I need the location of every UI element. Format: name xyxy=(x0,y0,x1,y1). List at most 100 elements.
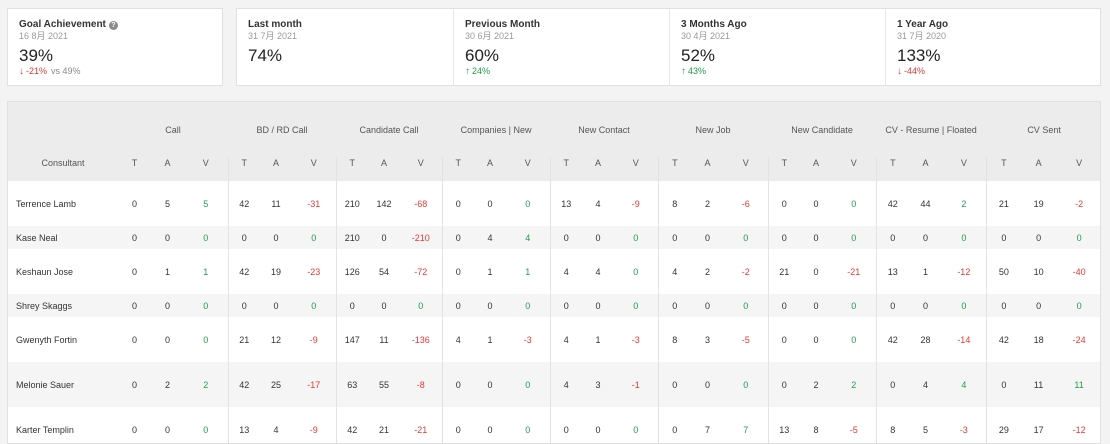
sub-header-a: A xyxy=(582,157,615,181)
variance-cell: -1 xyxy=(614,362,659,407)
group-header-call[interactable]: Call xyxy=(118,102,228,157)
variance-cell: 0 xyxy=(614,294,659,317)
target-cell: 210 xyxy=(335,226,369,249)
sub-header-a: A xyxy=(1021,157,1057,181)
group-header-new-candidate[interactable]: New Candidate xyxy=(768,102,877,157)
variance-cell: 0 xyxy=(614,226,659,249)
target-cell: 8 xyxy=(657,317,692,362)
period-delta-value: -44% xyxy=(904,66,926,76)
target-cell: 0 xyxy=(767,317,801,362)
target-cell: 0 xyxy=(118,181,151,226)
table-body: Terrence Lamb 0 5 5 42 11 -31 210 142 -68 0 0 0 13 4 -9… xyxy=(8,181,1100,443)
variance-cell: -5 xyxy=(832,407,877,443)
variance-cell: 0 xyxy=(184,294,228,317)
variance-cell: -23 xyxy=(292,249,337,294)
actual-cell: 2 xyxy=(151,362,184,407)
consultant-name: Terrence Lamb xyxy=(8,181,118,226)
actual-cell: 0 xyxy=(368,294,401,317)
consultant-name: Kase Neal xyxy=(8,226,118,249)
sub-header-t: T xyxy=(335,157,369,181)
variance-cell: 0 xyxy=(832,294,877,317)
period-delta: ↑ 43% xyxy=(681,66,885,77)
table-row[interactable]: Karter Templin 0 0 0 13 4 -9 42 21 -21 0 0 0 0 0 0 0 7 7 13… xyxy=(8,407,1100,443)
group-header-candidate-call[interactable]: Candidate Call xyxy=(336,102,443,157)
actual-cell: 4 xyxy=(260,407,292,443)
actual-cell: 0 xyxy=(909,294,943,317)
variance-cell: -3 xyxy=(942,407,987,443)
period-value: 52% xyxy=(681,46,716,65)
target-cell: 42 xyxy=(335,407,369,443)
target-cell: 8 xyxy=(875,407,910,443)
variance-cell: 4 xyxy=(942,362,987,407)
group-header-companies-new[interactable]: Companies | New xyxy=(442,102,551,157)
group-header-cv-resume-floated[interactable]: CV - Resume | Floated xyxy=(876,102,987,157)
target-cell: 0 xyxy=(767,294,801,317)
table-row[interactable]: Shrey Skaggs 0 0 0 0 0 0 0 0 0 0 0 0 0 0 0 0 0 0 0 0 0 0 0 0 0 0 0 xyxy=(8,294,1100,317)
period-title: 3 Months Ago xyxy=(681,19,747,30)
sub-header-a: A xyxy=(260,157,292,181)
variance-cell: -8 xyxy=(400,362,443,407)
sub-header-t: T xyxy=(767,157,801,181)
consultant-table-container[interactable]: Call BD / RD Call Candidate Call Companies … xyxy=(7,101,1101,444)
actual-cell: 10 xyxy=(1021,249,1057,294)
sub-header-a: A xyxy=(909,157,943,181)
target-cell: 0 xyxy=(118,407,151,443)
target-cell: 21 xyxy=(985,181,1022,226)
actual-cell: 142 xyxy=(368,181,401,226)
table-row[interactable]: Gwenyth Fortin 0 0 0 21 12 -9 147 11 -136 4 1 -3 4 1 -3… xyxy=(8,317,1100,362)
table-row[interactable]: Melonie Sauer 0 2 2 42 25 -17 63 55 -8 0 0 0 4 3 -1 0 0 0 0… xyxy=(8,362,1100,407)
period-title: 1 Year Ago xyxy=(897,19,949,30)
actual-cell: 0 xyxy=(800,249,833,294)
actual-cell: 0 xyxy=(909,226,943,249)
variance-cell: 2 xyxy=(942,181,987,226)
period-value: 74% xyxy=(248,46,283,65)
target-cell: 42 xyxy=(227,181,260,226)
target-cell: 0 xyxy=(985,226,1022,249)
consultant-name: Karter Templin xyxy=(8,407,118,443)
actual-cell: 3 xyxy=(691,317,725,362)
table-row[interactable]: Kase Neal 0 0 0 0 0 0 210 0 -210 0 4 4 0 0 0 0 0 0 0 0 0 0 0 0 0 0… xyxy=(8,226,1100,249)
actual-cell: 12 xyxy=(260,317,292,362)
goal-vs-text: vs 49% xyxy=(51,66,81,76)
variance-cell: 0 xyxy=(1056,294,1100,317)
sub-header-a: A xyxy=(474,157,507,181)
target-cell: 4 xyxy=(549,249,583,294)
target-cell: 42 xyxy=(875,181,910,226)
target-cell: 210 xyxy=(335,181,369,226)
sub-header-t: T xyxy=(875,157,910,181)
variance-cell: 0 xyxy=(614,249,659,294)
sub-header-a: A xyxy=(691,157,725,181)
table-row[interactable]: Keshaun Jose 0 1 1 42 19 -23 126 54 -72 0 1 1 4 4 0 4 2 -2… xyxy=(8,249,1100,294)
period-date: 31 7月 2021 xyxy=(248,31,298,41)
actual-cell: 1 xyxy=(151,249,184,294)
sub-header-v: V xyxy=(1056,157,1100,181)
group-header-cv-sent[interactable]: CV Sent xyxy=(986,102,1100,157)
actual-cell: 1 xyxy=(582,317,615,362)
target-cell: 42 xyxy=(227,249,260,294)
help-icon[interactable]: ? xyxy=(108,20,118,30)
period-value: 60% xyxy=(465,46,500,65)
target-cell: 0 xyxy=(335,294,369,317)
variance-cell: 0 xyxy=(614,407,659,443)
variance-cell: 0 xyxy=(292,226,337,249)
actual-cell: 0 xyxy=(151,317,184,362)
group-header-new-job[interactable]: New Job xyxy=(658,102,769,157)
target-cell: 13 xyxy=(549,181,583,226)
variance-cell: 7 xyxy=(724,407,769,443)
target-cell: 0 xyxy=(875,362,910,407)
table-row[interactable]: Terrence Lamb 0 5 5 42 11 -31 210 142 -68 0 0 0 13 4 -9… xyxy=(8,181,1100,226)
variance-cell: -2 xyxy=(724,249,769,294)
target-cell: 63 xyxy=(335,362,369,407)
sub-header-t: T xyxy=(985,157,1022,181)
actual-cell: 0 xyxy=(474,407,507,443)
group-header-new-contact[interactable]: New Contact xyxy=(550,102,659,157)
goal-delta-value: -21% xyxy=(26,66,48,76)
sub-header-a: A xyxy=(151,157,184,181)
sub-header-v: V xyxy=(614,157,659,181)
actual-cell: 11 xyxy=(1021,362,1057,407)
consultant-header[interactable]: Consultant xyxy=(8,157,118,181)
target-cell: 42 xyxy=(875,317,910,362)
actual-cell: 18 xyxy=(1021,317,1057,362)
variance-cell: 0 xyxy=(724,294,769,317)
group-header-bd-rd-call[interactable]: BD / RD Call xyxy=(228,102,337,157)
